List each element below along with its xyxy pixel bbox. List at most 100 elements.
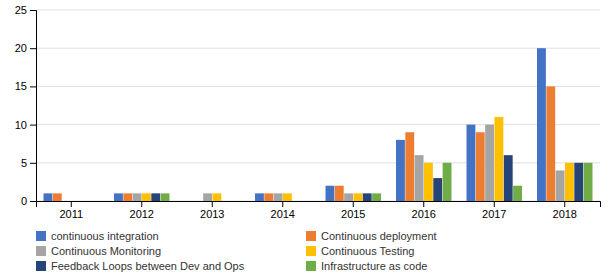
- bar: [114, 193, 123, 201]
- bar: [476, 132, 485, 201]
- legend-label: continuous integration: [51, 230, 159, 242]
- tick-label: 15: [15, 80, 27, 92]
- tick: 2014: [271, 201, 295, 220]
- bar-series: [53, 86, 555, 201]
- grid-line: [36, 124, 600, 125]
- bar: [584, 163, 593, 201]
- tick-mark: [30, 10, 36, 11]
- tick-mark: [141, 201, 142, 207]
- bar: [231, 201, 240, 202]
- legend-item: Feedback Loops between Dev and Ops: [36, 260, 245, 272]
- tick-label: 2015: [341, 208, 365, 220]
- legend-item: Continuous Monitoring: [36, 245, 161, 257]
- bar: [326, 186, 335, 201]
- tick-mark: [30, 201, 36, 202]
- grid: [36, 10, 600, 201]
- bar: [90, 201, 99, 202]
- bar: [513, 186, 522, 201]
- bar: [504, 155, 513, 201]
- legend-swatch: [36, 261, 46, 271]
- bar: [133, 193, 142, 201]
- tick-label: 0: [21, 195, 27, 207]
- tick-label: 25: [15, 4, 27, 16]
- bar: [556, 170, 565, 201]
- tick-label: 2013: [200, 208, 224, 220]
- bar: [396, 140, 405, 201]
- bar: [255, 193, 264, 201]
- legend-item: continuous integration: [36, 230, 159, 242]
- tick-label: 5: [21, 157, 27, 169]
- tick: 2012: [130, 201, 154, 220]
- y-axis: 0510152025: [15, 4, 37, 207]
- tick: 2017: [482, 201, 506, 220]
- axis-line: [30, 11, 37, 202]
- tick: 2011: [59, 201, 83, 220]
- legend-swatch: [306, 261, 316, 271]
- bar: [353, 193, 362, 201]
- bar: [405, 132, 414, 201]
- tick: 2018: [553, 201, 577, 220]
- bar: [485, 125, 494, 201]
- legend-label: Continuous Testing: [321, 245, 414, 257]
- legend-item: Infrastructure as code: [306, 260, 427, 272]
- tick-label: 10: [15, 119, 27, 131]
- bar: [62, 201, 71, 202]
- bar: [467, 125, 476, 201]
- legend-label: Continuous deployment: [321, 230, 437, 242]
- tick-mark: [494, 201, 495, 207]
- tick: 2013: [200, 201, 224, 220]
- tick-label: 2017: [482, 208, 506, 220]
- tick-label: 2016: [412, 208, 436, 220]
- bar: [161, 193, 170, 201]
- bar-series: [142, 117, 574, 201]
- chart: 2011 2012 2013 2014 2015 2016 2017 2018 0 5 10 15 20…: [0, 0, 612, 278]
- tick-mark: [353, 201, 354, 207]
- legend-label: Infrastructure as code: [321, 260, 427, 272]
- bar: [415, 155, 424, 201]
- bar: [142, 193, 151, 201]
- grid-line: [36, 86, 600, 87]
- tick-mark: [212, 201, 213, 207]
- bar: [443, 163, 452, 201]
- bar: [53, 193, 62, 201]
- bar: [292, 201, 301, 202]
- tick-mark: [71, 201, 72, 207]
- bar: [44, 193, 53, 201]
- bar: [372, 193, 381, 201]
- bar: [81, 201, 90, 202]
- bar: [203, 193, 212, 201]
- legend-label: Continuous Monitoring: [51, 245, 161, 257]
- legend-swatch: [36, 231, 46, 241]
- legend-swatch: [306, 231, 316, 241]
- tick-mark: [30, 86, 36, 87]
- legend-item: Continuous deployment: [306, 230, 437, 242]
- axis-line: [37, 202, 601, 208]
- bar: [574, 163, 583, 201]
- x-axis: 2011 2012 2013 2014 2015 2016 2017 2018: [37, 201, 601, 220]
- bar: [565, 163, 574, 201]
- bar: [424, 163, 433, 201]
- tick-mark: [564, 201, 565, 207]
- legend-swatch: [36, 246, 46, 256]
- bar-series: [151, 155, 583, 201]
- bar: [274, 193, 283, 201]
- grid-line: [36, 162, 600, 163]
- legend-label: Feedback Loops between Dev and Ops: [51, 260, 245, 272]
- bars: [44, 48, 593, 201]
- plot: 2011 2012 2013 2014 2015 2016 2017 2018 0 5 10 15 20…: [15, 4, 601, 220]
- bar-series: [161, 163, 593, 201]
- bar: [222, 201, 231, 202]
- tick: 15: [15, 80, 36, 92]
- bar: [123, 193, 132, 201]
- bar: [283, 193, 292, 201]
- bar: [212, 193, 221, 201]
- tick-mark: [30, 125, 36, 126]
- tick-label: 2012: [130, 208, 154, 220]
- tick: 2015: [341, 201, 365, 220]
- bar: [494, 117, 503, 201]
- tick-mark: [423, 201, 424, 207]
- bar: [151, 193, 160, 201]
- tick: 25: [15, 4, 36, 16]
- bar-series: [44, 48, 546, 201]
- tick-mark: [30, 163, 36, 164]
